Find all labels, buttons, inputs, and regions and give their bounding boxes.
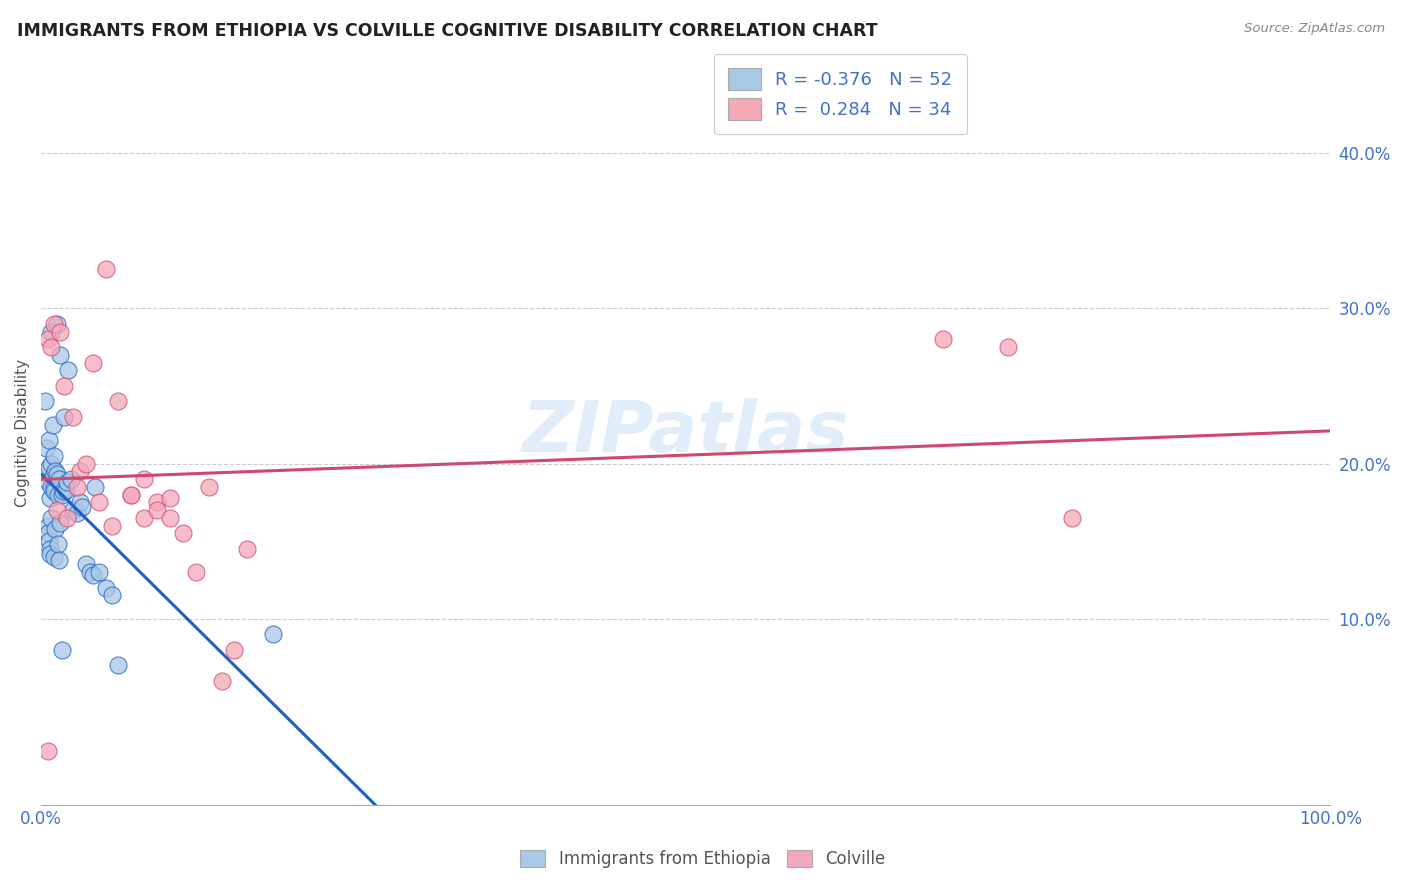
Point: [42, 317, 65, 331]
Point: [75, 558, 97, 572]
Point: [42, 480, 65, 494]
Point: [44, 464, 66, 478]
Point: [101, 518, 124, 533]
Point: [39, 541, 62, 556]
Point: [37, 332, 59, 346]
Point: [82, 568, 104, 582]
Point: [51, 643, 73, 657]
Point: [56, 511, 79, 525]
Point: [42, 484, 65, 499]
Point: [134, 472, 156, 486]
Point: [94, 262, 117, 277]
Point: [39, 547, 62, 561]
Point: [62, 503, 84, 517]
Point: [48, 472, 70, 486]
Point: [52, 484, 75, 499]
Point: [45, 503, 67, 517]
Point: [41, 457, 63, 471]
Point: [72, 500, 94, 514]
Point: [120, 487, 142, 501]
Point: [94, 581, 117, 595]
Point: [66, 506, 89, 520]
Point: [41, 340, 63, 354]
Point: [48, 553, 70, 567]
Legend: R = -0.376   N = 52, R =  0.284   N = 34: R = -0.376 N = 52, R = 0.284 N = 34: [714, 54, 967, 134]
Point: [932, 332, 955, 346]
Text: Source: ZipAtlas.com: Source: ZipAtlas.com: [1244, 22, 1385, 36]
Point: [107, 658, 129, 673]
Point: [62, 409, 84, 424]
Point: [49, 348, 72, 362]
Point: [44, 522, 66, 536]
Point: [37, 744, 59, 758]
Point: [45, 467, 67, 482]
Point: [82, 356, 104, 370]
Text: IMMIGRANTS FROM ETHIOPIA VS COLVILLE COGNITIVE DISABILITY CORRELATION CHART: IMMIGRANTS FROM ETHIOPIA VS COLVILLE COG…: [17, 22, 877, 40]
Point: [66, 480, 89, 494]
Point: [184, 565, 207, 579]
Point: [107, 394, 129, 409]
Point: [101, 589, 124, 603]
Point: [49, 516, 72, 530]
Point: [51, 487, 73, 501]
Point: [84, 480, 107, 494]
Point: [87, 495, 110, 509]
Point: [46, 537, 69, 551]
Point: [262, 627, 284, 641]
Y-axis label: Cognitive Disability: Cognitive Disability: [15, 359, 30, 507]
Point: [41, 325, 63, 339]
Point: [997, 340, 1019, 354]
Point: [69, 464, 91, 478]
Point: [38, 434, 60, 448]
Point: [49, 325, 72, 339]
Point: [211, 673, 233, 688]
Legend: Immigrants from Ethiopia, Colville: Immigrants from Ethiopia, Colville: [513, 843, 893, 875]
Point: [59, 472, 82, 486]
Point: [1062, 511, 1084, 525]
Point: [224, 643, 246, 657]
Point: [37, 518, 59, 533]
Point: [42, 549, 65, 564]
Point: [134, 511, 156, 525]
Point: [38, 459, 60, 474]
Point: [46, 487, 69, 501]
Point: [53, 379, 76, 393]
Point: [41, 469, 63, 483]
Point: [35, 441, 58, 455]
Text: ZIPatlas: ZIPatlas: [522, 398, 849, 467]
Point: [37, 475, 59, 490]
Point: [197, 480, 219, 494]
Point: [75, 457, 97, 471]
Point: [39, 491, 62, 505]
Point: [42, 449, 65, 463]
Point: [53, 409, 76, 424]
Point: [79, 565, 101, 579]
Point: [172, 526, 194, 541]
Point: [69, 495, 91, 509]
Point: [146, 503, 169, 517]
Point: [120, 487, 142, 501]
Point: [87, 565, 110, 579]
Point: [38, 534, 60, 549]
Point: [236, 541, 259, 556]
Point: [159, 511, 181, 525]
Point: [34, 394, 56, 409]
Point: [56, 475, 79, 490]
Point: [41, 511, 63, 525]
Point: [41, 417, 63, 432]
Point: [146, 495, 169, 509]
Point: [41, 480, 63, 494]
Point: [55, 483, 77, 497]
Point: [45, 317, 67, 331]
Point: [159, 491, 181, 505]
Point: [37, 526, 59, 541]
Point: [56, 363, 79, 377]
